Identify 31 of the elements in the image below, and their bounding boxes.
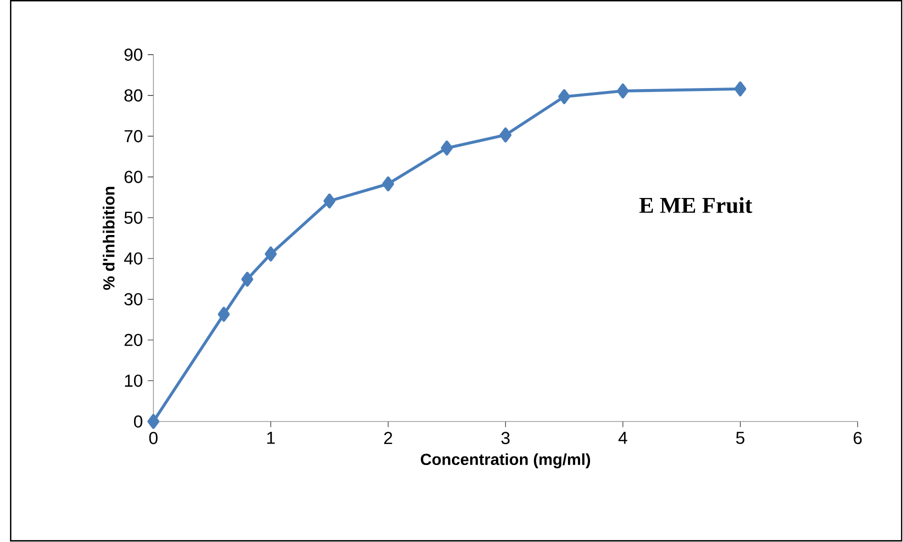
point: [616, 84, 629, 99]
x-tick-label: 6: [854, 432, 862, 444]
point: [264, 246, 277, 262]
point: [241, 272, 254, 287]
x-tick-label: 2: [384, 432, 392, 444]
y-tick-label: 60: [124, 171, 142, 184]
point: [323, 194, 336, 209]
y-tick-label: 20: [124, 334, 142, 346]
point: [382, 176, 394, 192]
x-axis-title: Concentration (mg/ml): [420, 454, 590, 469]
annotation: E ME Fruit: [639, 197, 752, 214]
x-tick-label: 4: [618, 432, 628, 444]
point: [218, 307, 230, 322]
x-tick-label: 1: [267, 432, 275, 444]
y-tick-label: 30: [124, 293, 142, 306]
y-tick-label: 80: [124, 90, 142, 102]
y-tick-label: 70: [124, 130, 142, 143]
y-tick-label: 10: [125, 374, 142, 388]
point: [500, 128, 512, 143]
y-axis-title: % d'inhibition: [102, 187, 115, 290]
y-tick-label: 90: [124, 48, 142, 62]
y-tick-label: 40: [124, 252, 142, 265]
x-tick-label: 0: [149, 432, 158, 444]
point: [734, 82, 746, 97]
x-tick-label: 5: [736, 432, 744, 444]
point: [558, 89, 570, 104]
point: [440, 140, 453, 156]
y-tick-label: 50: [124, 212, 142, 224]
y-tick-label: 0: [134, 416, 142, 428]
point: [147, 414, 160, 430]
x-tick-label: 3: [501, 432, 510, 444]
